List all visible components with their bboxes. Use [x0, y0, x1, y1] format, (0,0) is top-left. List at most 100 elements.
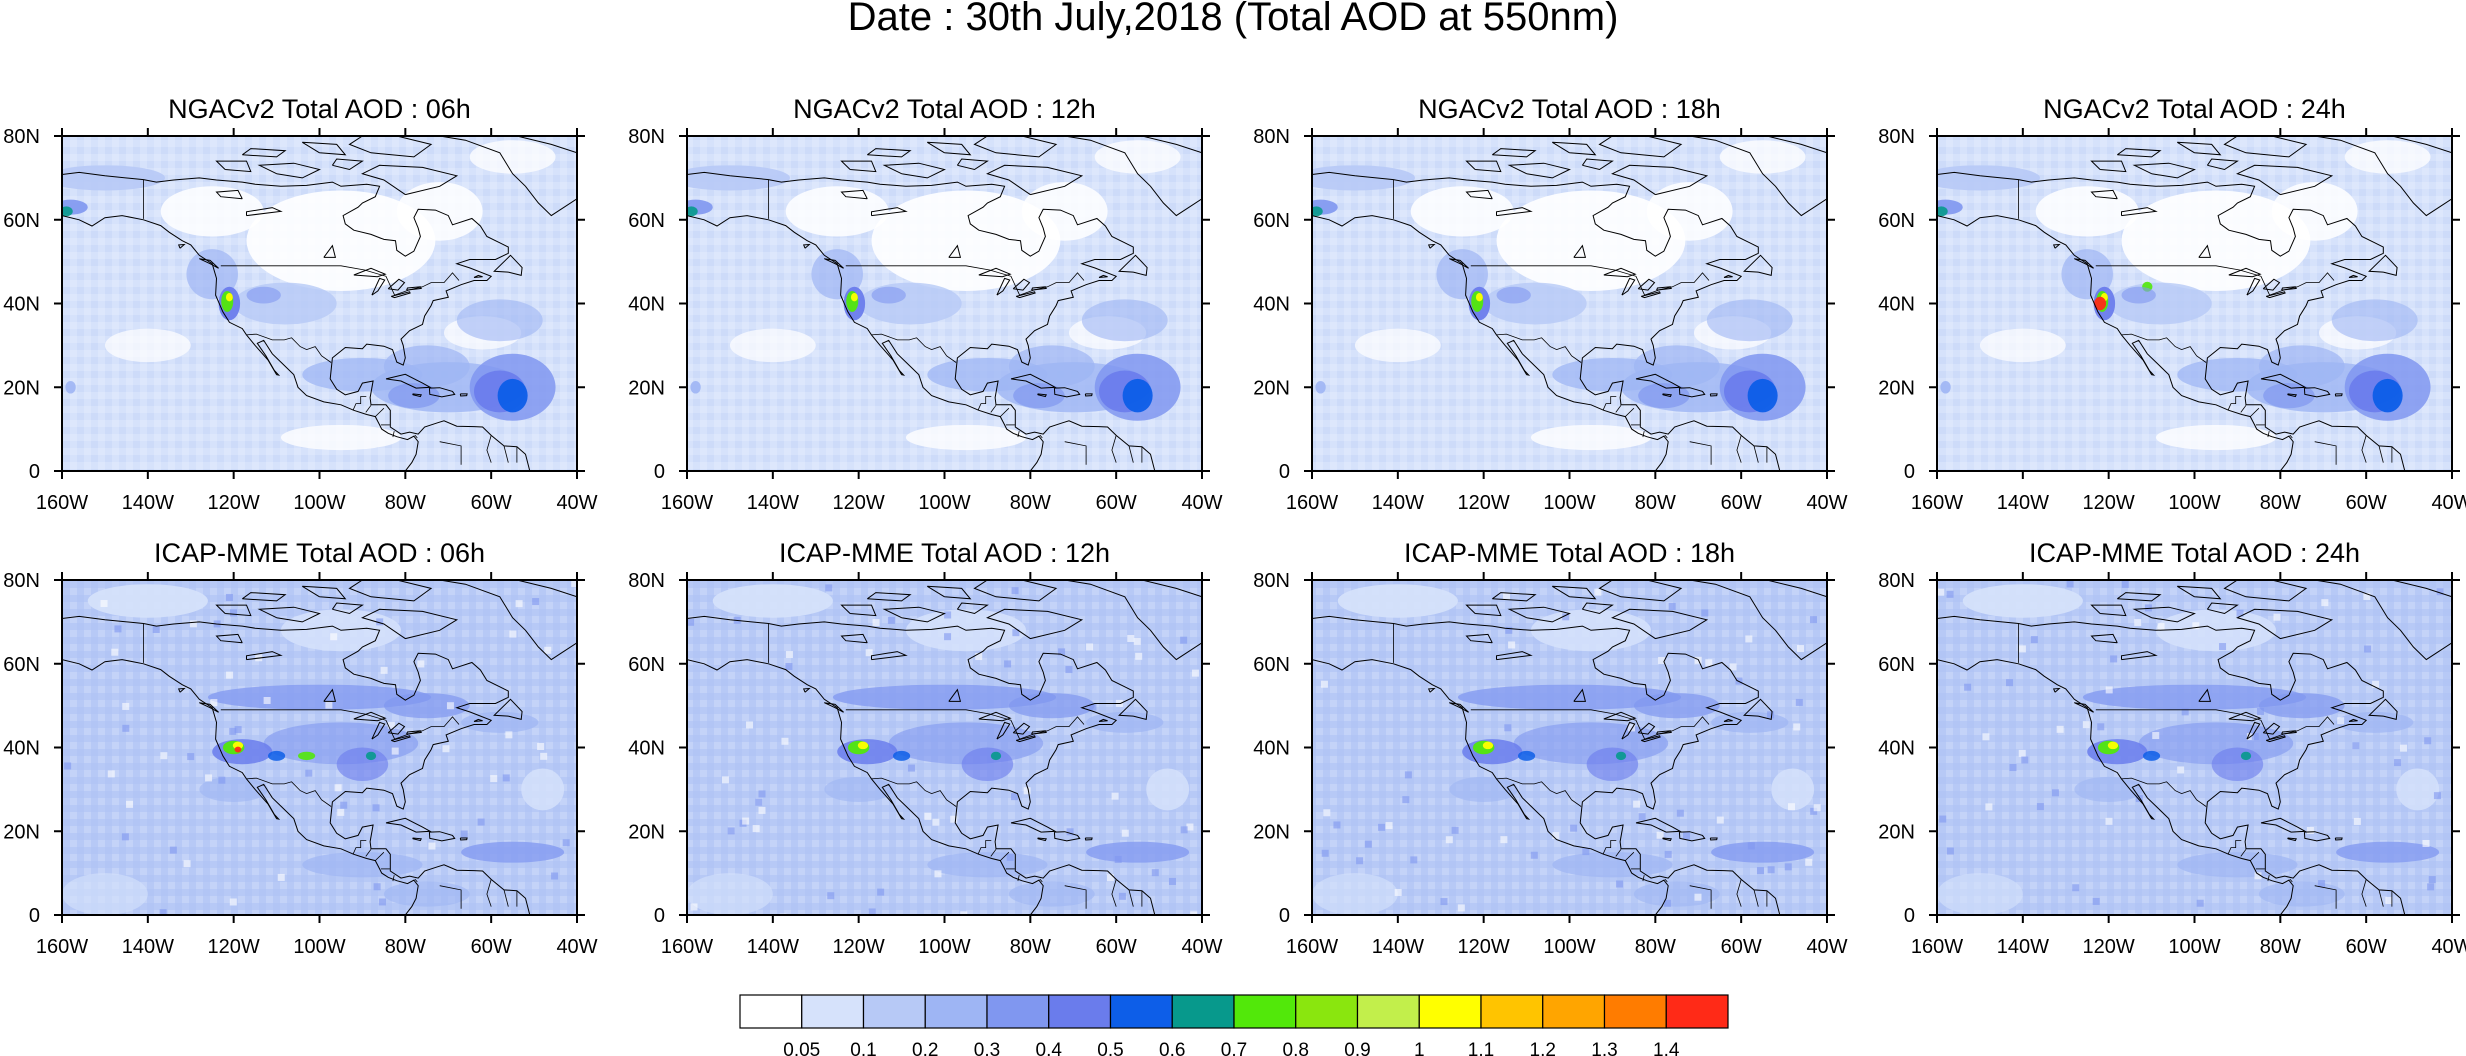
panel-title: NGACv2 Total AOD : 06h: [168, 94, 471, 124]
lat-tick-label: 0: [1279, 461, 1290, 483]
aod-field: [1312, 136, 1827, 471]
panel-title: NGACv2 Total AOD : 24h: [2043, 94, 2346, 124]
lat-tick-label: 80N: [628, 126, 665, 148]
lon-tick-label: 160W: [1911, 936, 1963, 958]
colorbar-swatch: [924, 994, 988, 1029]
lon-tick-label: 80W: [1635, 936, 1676, 958]
aod-field: [687, 136, 1202, 471]
lon-tick-label: 60W: [1721, 492, 1762, 514]
lat-tick-label: 60N: [1253, 210, 1290, 232]
lat-tick-label: 40N: [3, 294, 40, 316]
lon-tick-label: 140W: [747, 936, 799, 958]
lon-tick-label: 40W: [1806, 936, 1847, 958]
lon-tick-label: 120W: [2083, 936, 2135, 958]
colorbar-label: 1.2: [1530, 1040, 1556, 1056]
lat-tick-label: 20N: [1253, 377, 1290, 399]
coastline-overlay: [1312, 136, 1827, 471]
coastline-overlay: [1937, 580, 2452, 915]
aod-field: [1312, 580, 1827, 915]
lon-tick-label: 120W: [208, 936, 260, 958]
lat-tick-label: 20N: [3, 821, 40, 843]
lat-tick-label: 40N: [1253, 294, 1290, 316]
colorbar-label: 1.3: [1591, 1040, 1617, 1056]
lat-tick-label: 0: [654, 905, 665, 927]
lat-tick-label: 80N: [1878, 570, 1915, 592]
lat-tick-label: 80N: [1253, 126, 1290, 148]
colorbar-label: 0.1: [850, 1040, 876, 1056]
colorbar-label: 0.9: [1344, 1040, 1370, 1056]
lon-tick-label: 40W: [1181, 492, 1222, 514]
colorbar-label: 0.8: [1283, 1040, 1309, 1056]
colorbar-swatch: [739, 994, 803, 1029]
aod-map-panel: 160W 140W 120W 100W 80W 60W 40W 80N 60N 40N 20N 0 NG…: [1253, 94, 1847, 514]
lat-tick-label: 0: [29, 905, 40, 927]
lon-tick-label: 100W: [918, 936, 970, 958]
lat-tick-label: 20N: [1878, 377, 1915, 399]
lon-tick-label: 60W: [1721, 936, 1762, 958]
colorbar-swatch: [1048, 994, 1112, 1029]
lat-tick-label: 40N: [1253, 738, 1290, 760]
aod-map-panel: 160W 140W 120W 100W 80W 60W 40W 80N 60N 40N 20N 0 NG…: [3, 94, 597, 514]
lat-tick-label: 0: [1904, 905, 1915, 927]
coastline-overlay: [1937, 136, 2452, 471]
lat-tick-label: 80N: [3, 126, 40, 148]
lon-tick-label: 40W: [1181, 936, 1222, 958]
lon-tick-label: 120W: [1458, 492, 1510, 514]
lat-tick-label: 60N: [1878, 210, 1915, 232]
lat-tick-label: 60N: [628, 210, 665, 232]
lon-tick-label: 120W: [208, 492, 260, 514]
colorbar-label: 0.05: [783, 1040, 820, 1056]
lat-tick-label: 0: [1279, 905, 1290, 927]
colorbar-label: 0.6: [1159, 1040, 1185, 1056]
lat-tick-label: 60N: [1253, 654, 1290, 676]
colorbar-label: 0.3: [974, 1040, 1000, 1056]
lat-tick-label: 20N: [1253, 821, 1290, 843]
coastline-overlay: [62, 136, 577, 471]
lon-tick-label: 80W: [1010, 936, 1051, 958]
lon-tick-label: 160W: [1286, 936, 1338, 958]
colorbar-swatch: [1480, 994, 1544, 1029]
lon-tick-label: 140W: [1372, 936, 1424, 958]
aod-field: [687, 580, 1202, 915]
lon-tick-label: 60W: [2346, 492, 2387, 514]
lon-tick-label: 60W: [2346, 936, 2387, 958]
lon-tick-label: 140W: [122, 492, 174, 514]
colorbar-swatch: [862, 994, 926, 1029]
lat-tick-label: 80N: [3, 570, 40, 592]
lon-tick-label: 80W: [1010, 492, 1051, 514]
lon-tick-label: 40W: [556, 492, 597, 514]
colorbar-label: 1: [1414, 1040, 1425, 1056]
lon-tick-label: 60W: [1096, 936, 1137, 958]
aod-map-panel: 160W 140W 120W 100W 80W 60W 40W 80N 60N 40N 20N 0 IC…: [628, 538, 1222, 958]
lat-tick-label: 40N: [628, 738, 665, 760]
lon-tick-label: 160W: [36, 492, 88, 514]
lon-tick-label: 60W: [1096, 492, 1137, 514]
lat-tick-label: 20N: [628, 821, 665, 843]
panel-title: NGACv2 Total AOD : 12h: [793, 94, 1096, 124]
coastline-overlay: [687, 580, 1202, 915]
colorbar-label: 0.2: [912, 1040, 938, 1056]
lat-tick-label: 60N: [3, 210, 40, 232]
aod-field: [62, 580, 577, 915]
lon-tick-label: 140W: [1997, 936, 2049, 958]
lon-tick-label: 160W: [661, 936, 713, 958]
lon-tick-label: 140W: [122, 936, 174, 958]
lat-tick-label: 60N: [628, 654, 665, 676]
aod-field: [1937, 580, 2452, 915]
lon-tick-label: 40W: [2431, 492, 2466, 514]
panel-title: ICAP-MME Total AOD : 24h: [2029, 538, 2360, 568]
lon-tick-label: 80W: [1635, 492, 1676, 514]
lat-tick-label: 60N: [3, 654, 40, 676]
lon-tick-label: 60W: [471, 492, 512, 514]
colorbar-swatch: [1295, 994, 1359, 1029]
colorbar-swatch: [1356, 994, 1420, 1029]
lon-tick-label: 100W: [1543, 492, 1595, 514]
coastline-overlay: [62, 580, 577, 915]
lon-tick-label: 100W: [293, 492, 345, 514]
lat-tick-label: 0: [1904, 461, 1915, 483]
lon-tick-label: 100W: [1543, 936, 1595, 958]
lat-tick-label: 80N: [628, 570, 665, 592]
lat-tick-label: 20N: [628, 377, 665, 399]
lat-tick-label: 20N: [1878, 821, 1915, 843]
